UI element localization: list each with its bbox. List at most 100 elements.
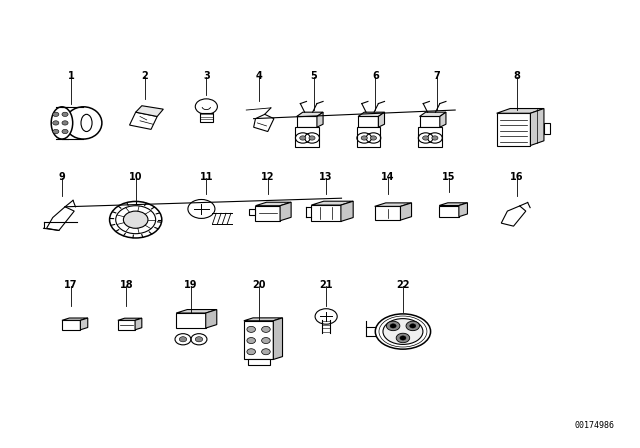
Circle shape — [400, 336, 406, 340]
Circle shape — [52, 121, 59, 125]
Polygon shape — [47, 207, 74, 230]
Text: 17: 17 — [65, 280, 78, 290]
Circle shape — [52, 129, 59, 134]
Text: 15: 15 — [442, 172, 456, 182]
Text: 20: 20 — [252, 280, 266, 290]
Circle shape — [387, 321, 400, 331]
Polygon shape — [374, 207, 401, 220]
Circle shape — [300, 136, 306, 140]
Circle shape — [371, 136, 376, 140]
Polygon shape — [439, 206, 459, 217]
Polygon shape — [280, 202, 291, 221]
Polygon shape — [501, 206, 526, 226]
Circle shape — [262, 326, 270, 332]
Circle shape — [188, 199, 215, 219]
Circle shape — [247, 326, 255, 332]
Text: 1: 1 — [68, 71, 74, 82]
Circle shape — [422, 136, 429, 140]
Polygon shape — [358, 116, 378, 127]
Bar — [248, 358, 269, 365]
Polygon shape — [118, 320, 135, 330]
Circle shape — [396, 333, 410, 343]
Polygon shape — [81, 318, 88, 330]
Circle shape — [262, 337, 270, 344]
Polygon shape — [497, 108, 544, 113]
Bar — [200, 112, 213, 122]
Polygon shape — [497, 113, 531, 146]
Circle shape — [262, 349, 270, 355]
Text: 3: 3 — [203, 71, 210, 82]
Text: 9: 9 — [59, 172, 65, 182]
Polygon shape — [250, 209, 255, 215]
Polygon shape — [401, 203, 412, 220]
Circle shape — [361, 136, 367, 140]
Polygon shape — [129, 112, 157, 129]
Polygon shape — [358, 112, 385, 116]
Text: 18: 18 — [120, 280, 133, 290]
Polygon shape — [244, 318, 282, 321]
Polygon shape — [296, 127, 319, 146]
Ellipse shape — [51, 107, 73, 139]
Text: 10: 10 — [129, 172, 143, 182]
Polygon shape — [244, 321, 273, 359]
Text: 22: 22 — [396, 280, 410, 290]
Text: 2: 2 — [141, 71, 148, 82]
Circle shape — [62, 112, 68, 116]
Text: 5: 5 — [310, 71, 317, 82]
Text: 19: 19 — [184, 280, 198, 290]
Text: 7: 7 — [433, 71, 440, 82]
Ellipse shape — [116, 206, 156, 234]
Circle shape — [62, 129, 68, 134]
Circle shape — [195, 337, 203, 342]
Polygon shape — [439, 203, 467, 206]
Polygon shape — [531, 108, 544, 146]
Text: 4: 4 — [255, 71, 262, 82]
Polygon shape — [205, 310, 217, 328]
Ellipse shape — [124, 211, 148, 228]
Polygon shape — [440, 112, 446, 127]
Polygon shape — [176, 313, 205, 328]
Polygon shape — [420, 112, 446, 116]
Text: 21: 21 — [319, 280, 333, 290]
Circle shape — [179, 337, 187, 342]
Ellipse shape — [383, 319, 423, 345]
Polygon shape — [317, 112, 323, 127]
Text: 6: 6 — [372, 71, 379, 82]
Polygon shape — [374, 203, 412, 207]
Circle shape — [247, 349, 255, 355]
Polygon shape — [341, 201, 353, 221]
Polygon shape — [312, 205, 341, 221]
Text: 12: 12 — [261, 172, 275, 182]
Ellipse shape — [375, 314, 431, 349]
Polygon shape — [135, 318, 142, 330]
Circle shape — [195, 99, 218, 114]
Polygon shape — [273, 318, 282, 359]
Polygon shape — [255, 206, 280, 221]
Text: 16: 16 — [510, 172, 524, 182]
Text: 11: 11 — [200, 172, 213, 182]
Polygon shape — [176, 310, 217, 313]
Polygon shape — [297, 116, 317, 127]
Text: 14: 14 — [381, 172, 394, 182]
Circle shape — [432, 136, 438, 140]
Circle shape — [390, 324, 396, 328]
Circle shape — [315, 309, 337, 324]
Circle shape — [247, 337, 255, 344]
Text: 00174986: 00174986 — [575, 422, 615, 431]
Circle shape — [406, 321, 420, 331]
Circle shape — [410, 324, 416, 328]
Polygon shape — [62, 318, 88, 320]
Polygon shape — [253, 114, 274, 132]
Polygon shape — [118, 318, 142, 320]
Polygon shape — [297, 112, 323, 116]
Polygon shape — [255, 202, 291, 206]
Polygon shape — [459, 203, 467, 217]
Polygon shape — [419, 127, 442, 146]
Polygon shape — [420, 116, 440, 127]
Ellipse shape — [81, 114, 92, 132]
Polygon shape — [62, 320, 81, 330]
Circle shape — [62, 121, 68, 125]
Text: 8: 8 — [513, 71, 520, 82]
Polygon shape — [378, 112, 385, 127]
Circle shape — [52, 112, 59, 116]
